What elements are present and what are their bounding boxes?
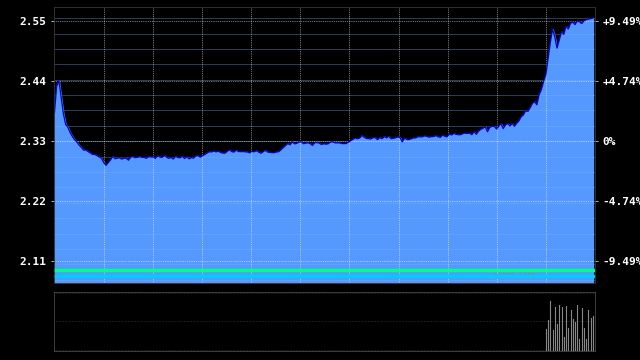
Text: sina.com: sina.com	[492, 270, 536, 279]
